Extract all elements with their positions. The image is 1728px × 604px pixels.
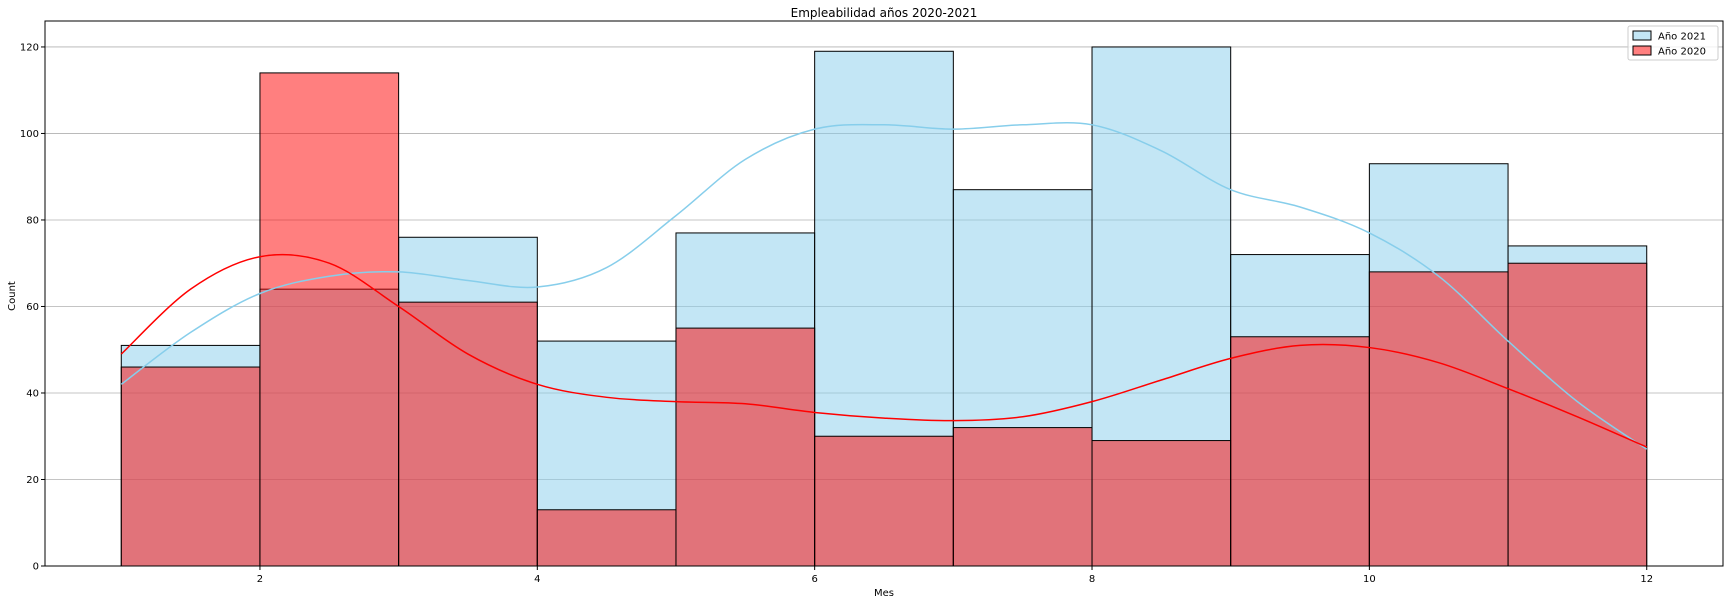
plot-frame: [44, 20, 1724, 567]
y-tick-label: 100: [20, 129, 39, 140]
y-tick-label: 20: [26, 475, 39, 486]
bar-series-1: [536, 509, 677, 567]
bar-series-1: [1230, 336, 1370, 567]
legend-swatch-series-1: [1632, 45, 1652, 56]
y-tick-label: 0: [33, 562, 39, 573]
x-tick-label: 2: [257, 574, 263, 585]
bar-series-1: [952, 427, 1093, 567]
y-tick-label: 40: [26, 388, 39, 399]
kde-line-series-1: [120, 253, 1648, 448]
x-tick-label: 4: [534, 574, 540, 585]
legend: Año 2021 Año 2020: [1627, 25, 1719, 61]
x-tick-label: 12: [1640, 574, 1653, 585]
bar-series-1: [675, 327, 816, 567]
x-tick-label: 6: [811, 574, 817, 585]
legend-swatch-series-0: [1632, 30, 1652, 41]
bar-series-1: [1091, 440, 1232, 567]
legend-label-series-1: Año 2020: [1658, 47, 1706, 58]
bar-series-1: [814, 435, 954, 567]
kde-line-series-0: [120, 121, 1648, 450]
bar-series-1: [398, 301, 538, 567]
x-tick-label: 10: [1363, 574, 1376, 585]
y-tick-label: 80: [26, 215, 39, 226]
x-axis-label: Mes: [874, 588, 894, 599]
y-tick-label: 60: [26, 302, 39, 313]
bar-series-1: [120, 366, 261, 567]
bar-series-1: [1507, 262, 1648, 567]
x-tick-label: 8: [1089, 574, 1095, 585]
y-tick-label: 120: [20, 42, 39, 53]
legend-label-series-0: Año 2021: [1658, 32, 1706, 43]
chart-title: Empleabilidad años 2020-2021: [791, 6, 978, 20]
bar-series-1: [1368, 271, 1509, 567]
bars-layer: [120, 46, 1648, 567]
y-axis-label: Count: [7, 281, 18, 311]
kde-layer: [120, 121, 1648, 450]
bar-series-1: [259, 72, 400, 567]
